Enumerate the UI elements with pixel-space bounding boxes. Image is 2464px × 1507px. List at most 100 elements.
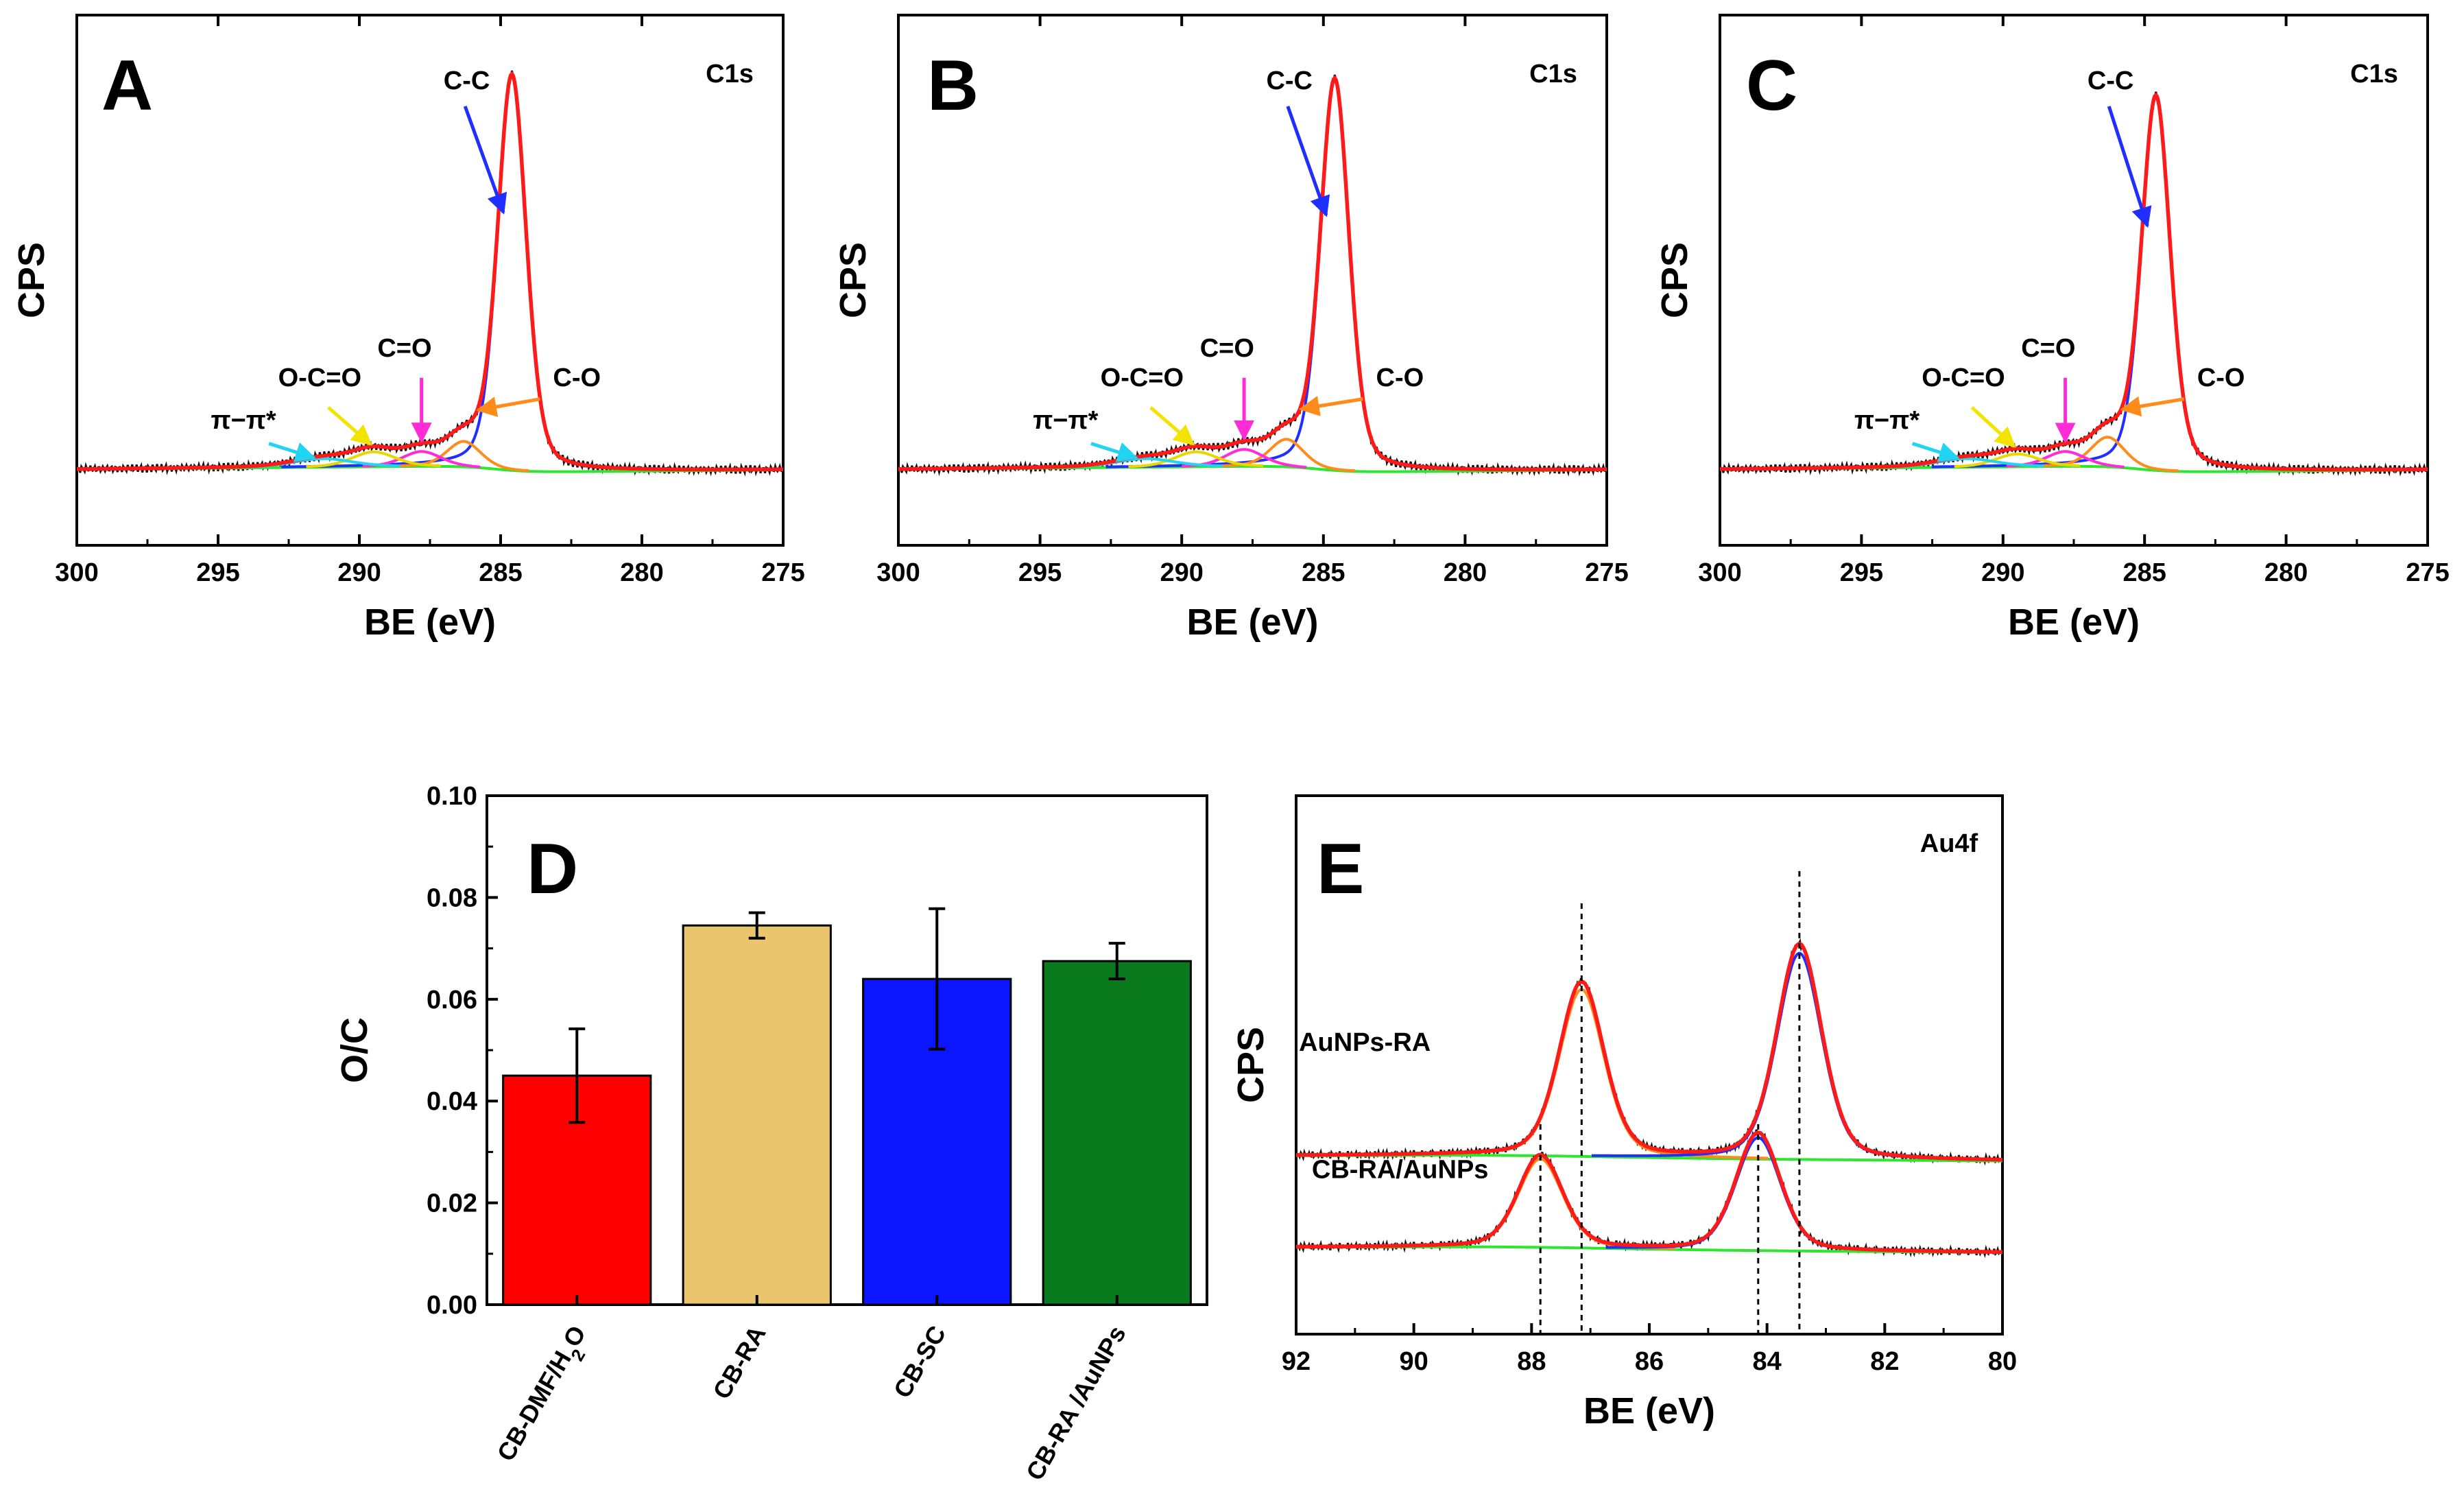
panel-a: 300 295 290 285 280 275 A C1s BE (eV) CPS C-C C-O C=… xyxy=(11,14,805,643)
panel-b-peak-label: C-C xyxy=(1266,67,1313,95)
panel-d-letter: D xyxy=(527,829,578,909)
panel-a-x-axis-title: BE (eV) xyxy=(364,602,496,643)
panel-e-x-axis-title: BE (eV) xyxy=(1583,1390,1715,1432)
panel-a-raw-data-line xyxy=(76,70,785,477)
panel-e-letter: E xyxy=(1317,829,1364,909)
panel-d-y-tick-label: 0.06 xyxy=(427,986,477,1014)
panel-e-x-tick-label: 88 xyxy=(1517,1347,1546,1376)
panel-c-x-tick-label: 300 xyxy=(1698,558,1741,587)
panel-a-peak-label: C=O xyxy=(377,334,431,363)
panel-e-x-tick-label: 90 xyxy=(1400,1347,1428,1376)
panel-a-peak-arrow xyxy=(327,406,372,446)
panel-d-category-label: CB-SC xyxy=(888,1321,952,1403)
panel-b-peak-label: C=O xyxy=(1200,334,1254,363)
panel-e-x-tick-label: 84 xyxy=(1753,1347,1782,1376)
panel-c-core-level-label: C1s xyxy=(2350,60,2398,88)
panel-c-component-line xyxy=(1931,95,2380,471)
panel-b-envelope-line xyxy=(898,75,1607,472)
panel-c-x-tick-label: 285 xyxy=(2122,558,2166,587)
panel-d-bar xyxy=(1042,960,1192,1306)
panel-d-category-label: CB-RA xyxy=(707,1321,771,1404)
panel-a-peak-arrow xyxy=(476,396,541,417)
panel-b-peak-label: C-O xyxy=(1376,364,1424,392)
panel-e: 92 90 88 86 84 82 80 AuNPs-RA CB-RA/AuNPs E Au4f BE… xyxy=(1230,794,2017,1432)
panel-b-x-tick-label: 280 xyxy=(1444,558,1487,587)
panel-c-x-tick-label: 295 xyxy=(1840,558,1883,587)
panel-b-peak-label: π−π* xyxy=(1033,406,1098,435)
panel-e-envelope-line xyxy=(1296,942,2002,1162)
panel-a-peak-label: π−π* xyxy=(211,406,276,435)
panel-b-y-axis-title: CPS xyxy=(833,242,874,318)
panel-c-peak-label: C=O xyxy=(2021,334,2075,363)
panel-e-envelope-line xyxy=(1296,1130,2002,1254)
panel-a-peak-label: O-C=O xyxy=(278,364,361,392)
panel-b-peak-arrow xyxy=(1298,396,1364,416)
panel-d-category-label: CB-DMF/H2O xyxy=(491,1321,599,1471)
panel-e-series-label: CB-RA/AuNPs xyxy=(1312,1155,1489,1184)
panel-a-component-line xyxy=(306,450,441,468)
panel-e-x-tick-label: 80 xyxy=(1988,1347,2017,1376)
panel-e-core-level-label: Au4f xyxy=(1920,829,1978,858)
panel-c-y-axis-title: CPS xyxy=(1654,242,1695,318)
panel-d-bar xyxy=(682,924,832,1306)
panel-a-x-tick-label: 275 xyxy=(761,558,804,587)
panel-b-raw-data-line xyxy=(898,74,1608,477)
panel-a-peak-label: C-C xyxy=(444,67,490,95)
panel-b-x-tick-label: 275 xyxy=(1585,558,1628,587)
panel-c-peak-arrow xyxy=(1970,406,2016,448)
panel-b: 300 295 290 285 280 275 B C1s BE (eV) CPS C-C C-O C=… xyxy=(833,14,1629,643)
panel-b-x-tick-label: 295 xyxy=(1018,558,1062,587)
panel-b-letter: B xyxy=(927,46,979,126)
panel-c-component-line xyxy=(1954,452,2081,468)
panel-d-y-tick-label: 0.10 xyxy=(427,782,477,811)
panel-c-letter: C xyxy=(1746,46,1797,126)
panel-e-x-tick-label: 82 xyxy=(1870,1347,1899,1376)
panel-a-x-tick-label: 285 xyxy=(479,558,522,587)
panel-b-x-axis-title: BE (eV) xyxy=(1186,602,1318,643)
panel-c-x-tick-label: 290 xyxy=(1981,558,2024,587)
panel-e-plot-frame xyxy=(1295,794,2004,1336)
panel-e-component-line xyxy=(1591,951,2002,1161)
panel-b-peak-arrow xyxy=(1090,442,1138,462)
panel-c-peak-arrow xyxy=(2107,106,2152,228)
panel-c-envelope-line xyxy=(1720,92,2428,472)
panel-c-x-axis-title: BE (eV) xyxy=(2008,602,2140,643)
panel-b-component-line xyxy=(1128,450,1264,468)
panel-a-x-tick-label: 290 xyxy=(337,558,381,587)
panel-a-peak-label: C-O xyxy=(553,364,601,392)
panel-d-y-tick-label: 0.08 xyxy=(427,883,477,912)
panel-b-x-tick-label: 300 xyxy=(876,558,920,587)
panel-c-raw-data-line xyxy=(1719,91,2429,477)
panel-a-x-tick-label: 280 xyxy=(620,558,663,587)
panel-d-y-tick-label: 0.00 xyxy=(427,1291,477,1320)
panel-b-peak-arrow xyxy=(1149,406,1195,446)
panel-e-y-axis-title: CPS xyxy=(1230,1027,1271,1103)
panel-e-x-tick-label: 86 xyxy=(1635,1347,1664,1376)
panel-b-x-tick-label: 285 xyxy=(1302,558,1345,587)
panel-c: 300 295 290 285 280 275 C C1s BE (eV) CPS C-C C-O C=… xyxy=(1654,14,2450,643)
panel-c-peak-label: π−π* xyxy=(1854,406,1919,435)
panel-c-peak-label: O-C=O xyxy=(1922,364,2005,392)
panel-c-peak-arrow xyxy=(2120,396,2185,417)
panel-c-x-tick-label: 280 xyxy=(2264,558,2308,587)
panel-b-component-line xyxy=(1105,78,1564,471)
panel-a-envelope-line xyxy=(76,71,783,472)
panel-e-x-tick-label: 92 xyxy=(1282,1347,1311,1376)
panel-c-x-tick-label: 275 xyxy=(2406,558,2449,587)
panel-c-peak-label: C-C xyxy=(2088,67,2134,95)
panel-d-category-label: CB-RA /AuNPs xyxy=(1020,1321,1132,1485)
panel-a-y-axis-title: CPS xyxy=(11,242,52,318)
panel-a-x-tick-label: 295 xyxy=(196,558,239,587)
panel-a-core-level-label: C1s xyxy=(706,60,754,88)
panel-d-y-axis-title: O/C xyxy=(334,1017,375,1083)
panel-b-peak-arrow xyxy=(1286,106,1330,217)
panel-a-peak-arrow xyxy=(268,442,316,462)
panel-a-x-tick-label: 300 xyxy=(55,558,98,587)
panel-a-component-line xyxy=(281,73,743,471)
panel-e-series-label: AuNPs-RA xyxy=(1299,1028,1431,1057)
panel-d-y-tick-label: 0.04 xyxy=(427,1087,477,1116)
panel-b-core-level-label: C1s xyxy=(1529,60,1577,88)
panel-d: 0.00 0.02 0.04 0.06 0.08 0.10 CB-DMF/H2O CB-RA C… xyxy=(334,782,1208,1485)
panel-a-peak-arrow xyxy=(463,106,507,215)
